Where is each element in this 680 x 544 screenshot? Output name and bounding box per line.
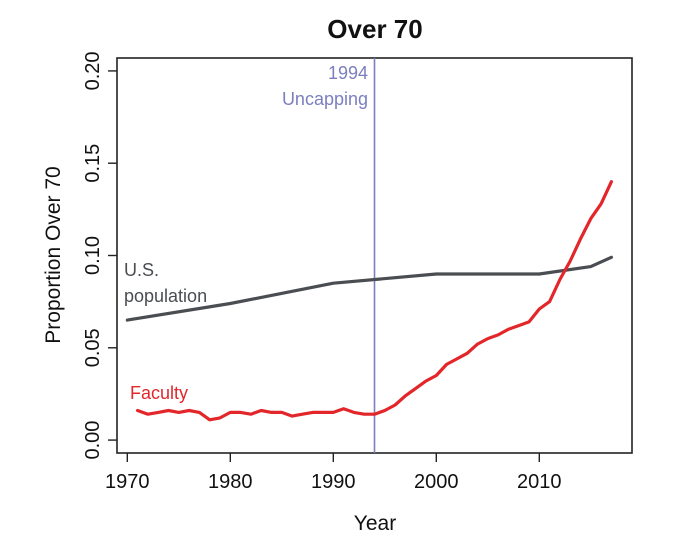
x-tick-label: 2000: [414, 471, 459, 493]
y-tick-label: 0.15: [82, 144, 104, 183]
x-axis: 1970 1980 1990 2000 2010: [105, 453, 562, 493]
population-label-line2: population: [124, 286, 207, 306]
y-tick-label: 0.20: [82, 51, 104, 90]
chart-marks: [125, 58, 614, 453]
u-s-population-series-line: [125, 255, 614, 322]
y-axis: 0.00 0.05 0.10 0.15 0.20: [82, 51, 117, 460]
y-tick-label: 0.00: [82, 421, 104, 460]
y-tick-label: 0.10: [82, 236, 104, 275]
y-axis-title: Proportion Over 70: [42, 166, 65, 343]
x-tick-label: 2010: [517, 471, 562, 493]
chart-title: Over 70: [327, 14, 422, 44]
x-tick-label: 1980: [208, 471, 253, 493]
x-tick-label: 1990: [311, 471, 356, 493]
population-label-line1: U.S.: [124, 260, 159, 280]
population-series-label: U.S. population: [124, 260, 207, 306]
y-tick-label: 0.05: [82, 328, 104, 367]
faculty-series-label: Faculty: [130, 383, 188, 403]
x-axis-title: Year: [354, 512, 396, 535]
uncapping-text-label: Uncapping: [282, 89, 368, 109]
uncapping-year-label: 1994: [328, 63, 368, 83]
faculty-series-line: [136, 180, 614, 422]
x-tick-label: 1970: [105, 471, 150, 493]
uncapping-annotation: 1994 Uncapping: [282, 63, 368, 109]
